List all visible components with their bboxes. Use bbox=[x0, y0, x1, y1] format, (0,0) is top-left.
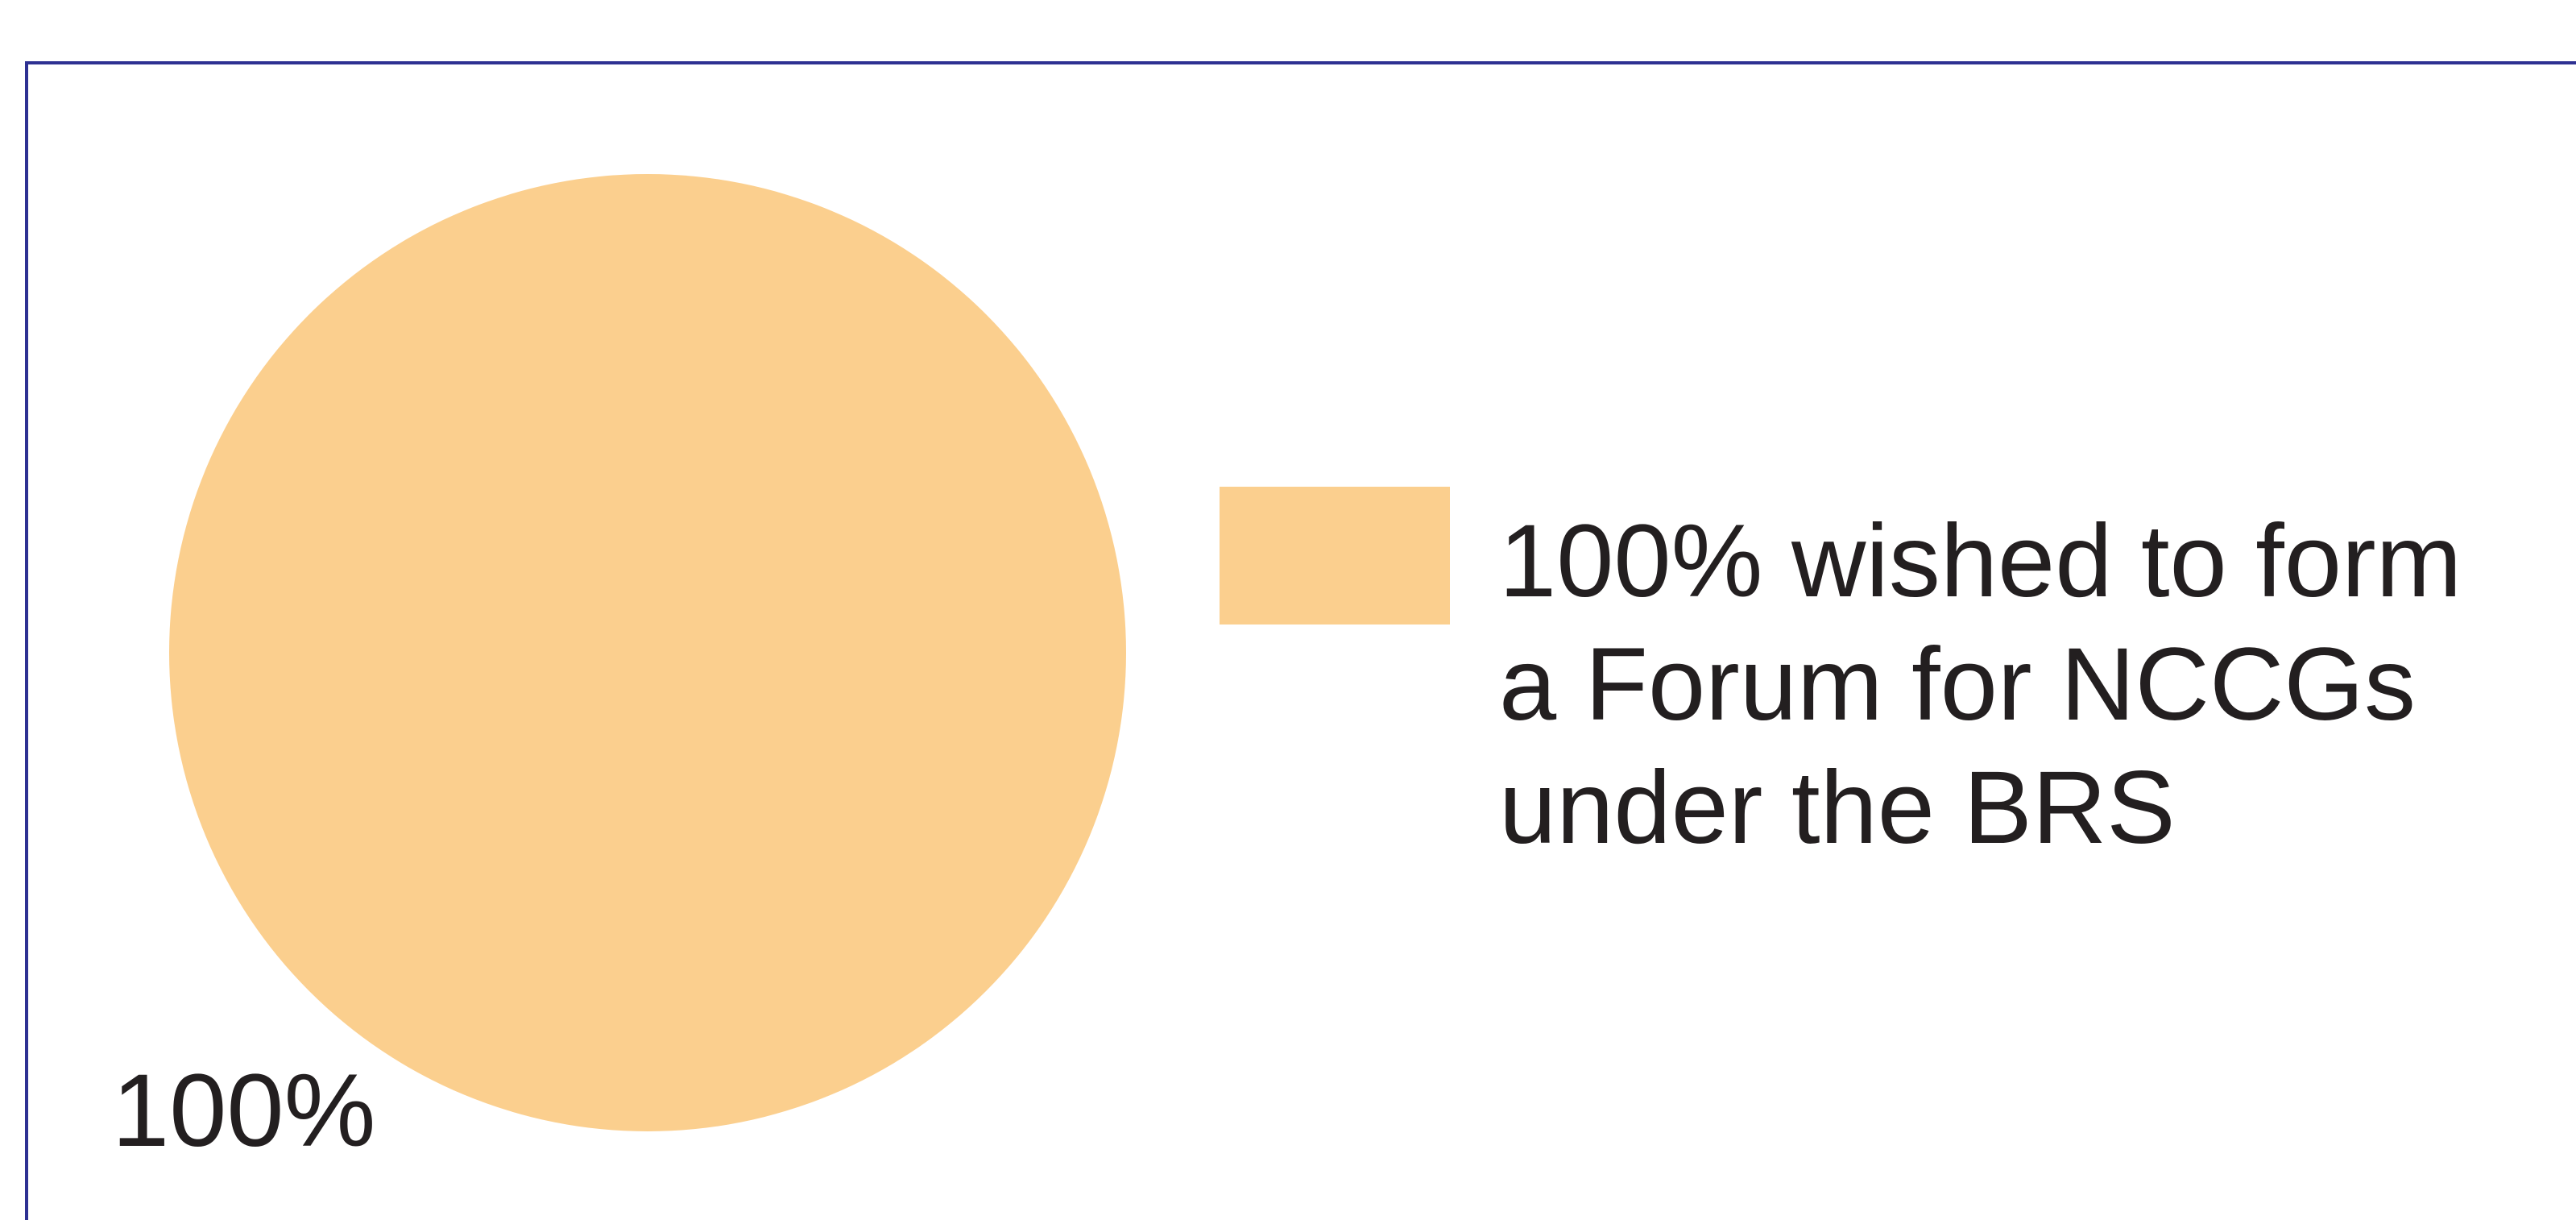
data-label: 100% bbox=[112, 1053, 375, 1168]
legend-swatch bbox=[1220, 487, 1450, 625]
pie-slice bbox=[169, 174, 1126, 1131]
legend-label: 100% wished to form a Forum for NCCGs un… bbox=[1499, 504, 2462, 865]
